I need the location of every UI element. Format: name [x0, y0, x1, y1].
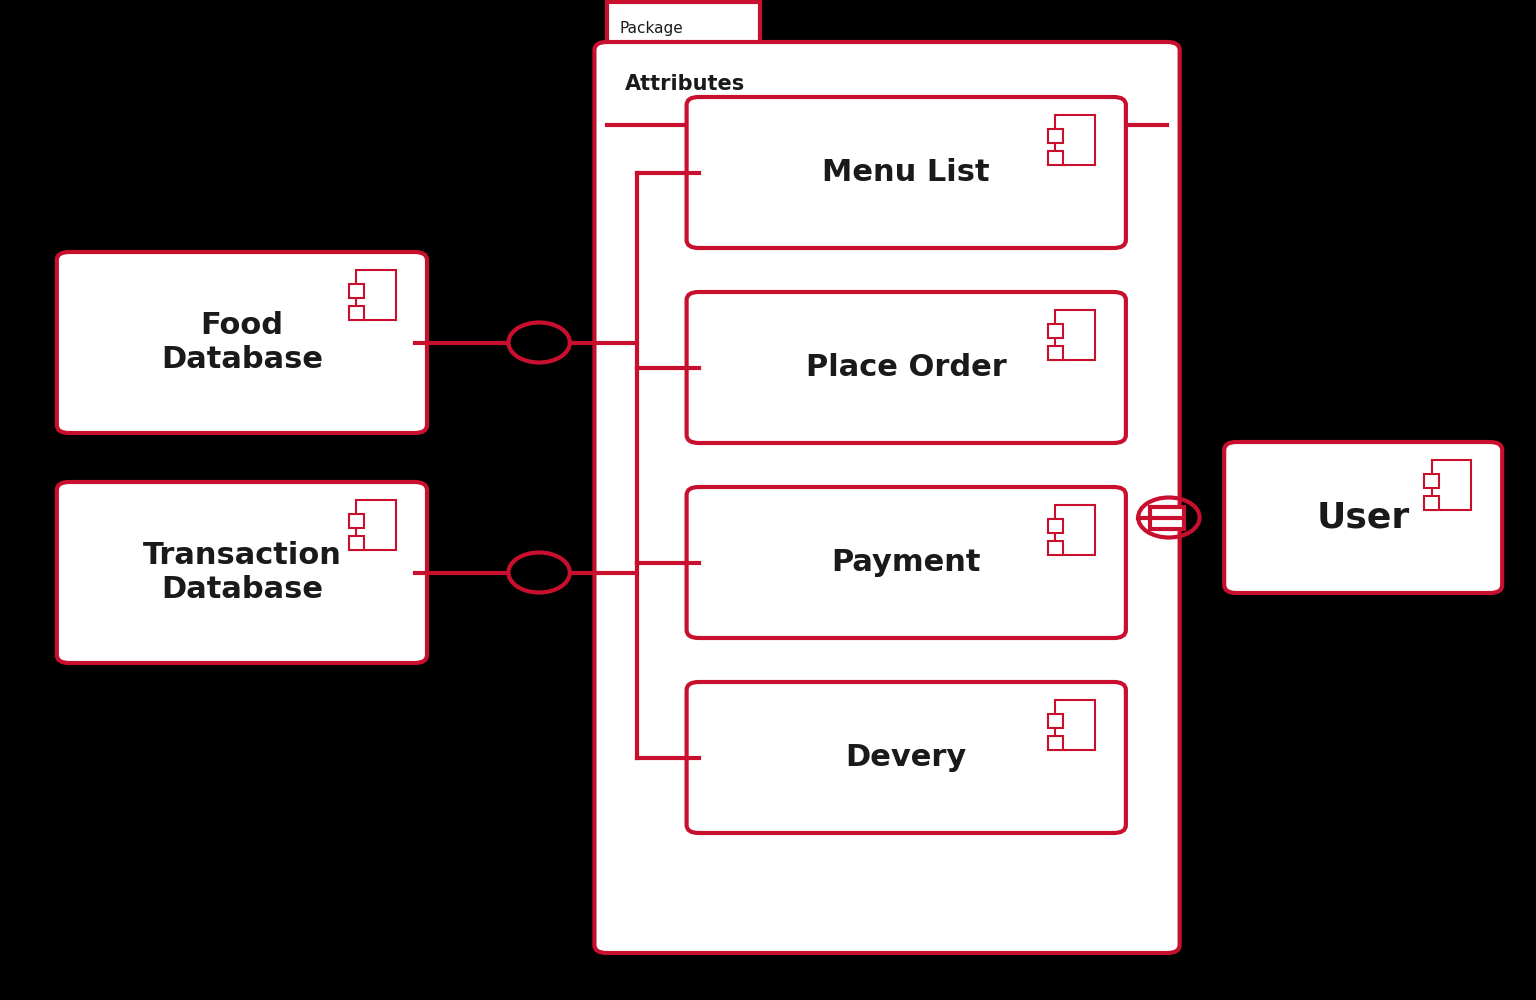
- Bar: [1048, 151, 1063, 165]
- Text: Food
Database: Food Database: [161, 311, 323, 374]
- Bar: [1048, 541, 1063, 555]
- Bar: [1424, 474, 1439, 488]
- Bar: [1432, 460, 1471, 510]
- Bar: [1048, 736, 1063, 750]
- Bar: [1055, 505, 1095, 555]
- FancyBboxPatch shape: [687, 487, 1126, 638]
- Polygon shape: [607, 2, 760, 50]
- Text: Package: Package: [619, 21, 684, 36]
- Bar: [1424, 496, 1439, 510]
- Bar: [1048, 324, 1063, 338]
- FancyBboxPatch shape: [687, 682, 1126, 833]
- FancyBboxPatch shape: [687, 97, 1126, 248]
- Text: Place Order: Place Order: [806, 353, 1006, 382]
- Text: Payment: Payment: [831, 548, 982, 577]
- Text: Transaction
Database: Transaction Database: [143, 541, 341, 604]
- Bar: [349, 536, 364, 550]
- FancyBboxPatch shape: [594, 42, 1180, 953]
- Text: Menu List: Menu List: [822, 158, 991, 187]
- Text: User: User: [1316, 500, 1410, 534]
- Bar: [1055, 700, 1095, 750]
- FancyBboxPatch shape: [57, 252, 427, 433]
- Bar: [356, 500, 396, 550]
- Bar: [356, 270, 396, 320]
- Bar: [1150, 506, 1184, 528]
- FancyBboxPatch shape: [687, 292, 1126, 443]
- Text: Attributes: Attributes: [625, 74, 745, 94]
- Bar: [349, 306, 364, 320]
- Bar: [349, 284, 364, 298]
- Bar: [1055, 310, 1095, 360]
- FancyBboxPatch shape: [57, 482, 427, 663]
- Bar: [1048, 129, 1063, 143]
- FancyBboxPatch shape: [1224, 442, 1502, 593]
- Bar: [349, 514, 364, 528]
- Bar: [1048, 519, 1063, 533]
- Bar: [1055, 115, 1095, 165]
- Bar: [1048, 714, 1063, 728]
- Text: Devery: Devery: [846, 743, 966, 772]
- Bar: [1048, 346, 1063, 360]
